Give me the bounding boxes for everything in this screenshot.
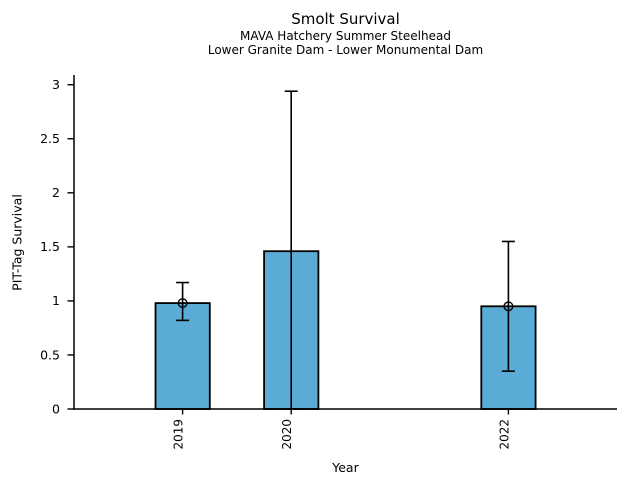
point-marker-2019 bbox=[177, 298, 188, 309]
chart-title: Smolt Survival bbox=[291, 10, 400, 28]
y-tick-label-1: 1 bbox=[52, 293, 60, 308]
y-tick-label-1.5: 1.5 bbox=[40, 239, 60, 254]
error-bar-2022 bbox=[501, 240, 515, 372]
error-bar-2019 bbox=[176, 281, 190, 322]
y-axis-label: PIT-Tag Survival bbox=[9, 194, 25, 291]
chart-subtitle-line2: Lower Granite Dam - Lower Monumental Dam bbox=[207, 43, 484, 57]
y-tick-label-2: 2 bbox=[52, 185, 60, 200]
y-tick-label-2.5: 2.5 bbox=[40, 131, 60, 146]
y-tick-label-3: 3 bbox=[52, 77, 60, 92]
x-tick-label-2022: 2022 bbox=[497, 419, 511, 450]
x-axis-label: Year bbox=[332, 460, 359, 475]
y-tick-label-0: 0 bbox=[52, 401, 60, 416]
y-tick-label-0.5: 0.5 bbox=[40, 347, 60, 362]
x-tick-label-2020: 2020 bbox=[280, 419, 294, 450]
x-tick-label-2019: 2019 bbox=[172, 419, 186, 450]
point-marker-2022 bbox=[503, 301, 514, 312]
chart-subtitle-line1: MAVA Hatchery Summer Steelhead bbox=[240, 29, 451, 43]
